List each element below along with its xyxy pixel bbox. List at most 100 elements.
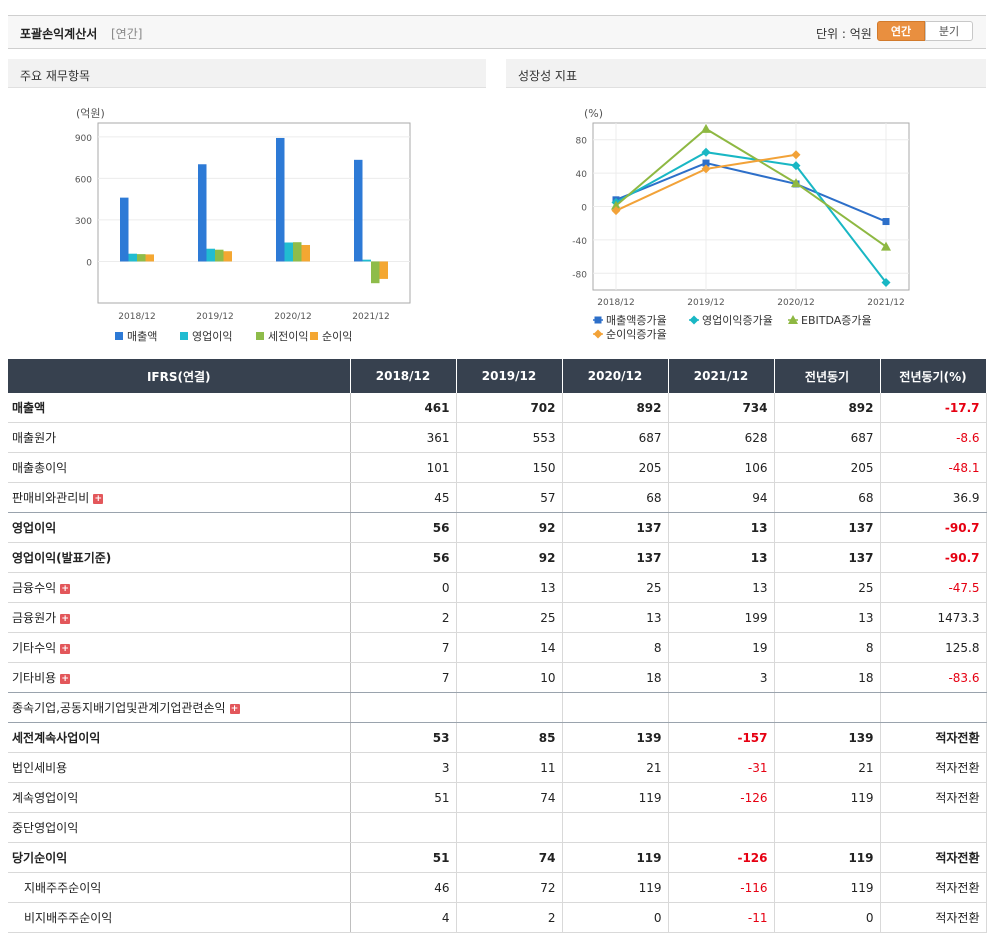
row-label: 기타수익 xyxy=(12,641,57,655)
expand-plus-icon[interactable]: + xyxy=(229,703,240,714)
line-series-EBITDA증가율 xyxy=(615,127,887,248)
expand-plus-icon[interactable]: + xyxy=(60,613,71,624)
line-marker-triangle xyxy=(791,178,801,188)
left-panel-title: 주요 재무항목 xyxy=(20,69,91,83)
row-label-cell: 영업이익 xyxy=(8,512,351,543)
value-cell: 85 xyxy=(456,722,563,753)
row-label-cell: 기타수익 + xyxy=(8,632,351,663)
value-cell: 45 xyxy=(350,482,457,513)
value-cell: 137 xyxy=(562,542,669,573)
value-cell: -8.6 xyxy=(880,422,987,453)
value-cell: 74 xyxy=(456,842,563,873)
bar-chart-plot-area xyxy=(97,122,411,304)
row-label-cell: 세전계속사업이익 xyxy=(8,722,351,753)
value-cell: 1473.3 xyxy=(880,602,987,633)
table-row: 기타비용 +7 10 18 3 18 -83.6 xyxy=(8,662,987,693)
bar-세전이익 xyxy=(137,254,146,262)
value-cell: 461 xyxy=(350,393,457,423)
expand-plus-icon[interactable]: + xyxy=(60,673,71,684)
legend-swatch xyxy=(256,332,264,340)
value-cell: 125.8 xyxy=(880,632,987,663)
value-cell xyxy=(350,812,457,843)
line-chart-y-tick: 0 xyxy=(581,204,587,214)
row-label: 매출액 xyxy=(12,401,46,415)
value-cell: 119 xyxy=(562,872,669,903)
line-marker-triangle xyxy=(881,241,891,251)
header-ifrs: IFRS(연결) xyxy=(8,359,351,393)
bar-영업이익 xyxy=(284,242,293,262)
value-cell: 139 xyxy=(562,722,669,753)
left-panel-header: 주요 재무항목 xyxy=(8,59,486,88)
line-chart-x-tick: 2021/12 xyxy=(867,298,904,308)
value-cell: 2 xyxy=(350,602,457,633)
value-cell: 199 xyxy=(668,602,775,633)
value-cell: -116 xyxy=(668,872,775,903)
value-cell: 51 xyxy=(350,842,457,873)
quarter-toggle-button[interactable]: 분기 xyxy=(925,21,973,41)
value-cell: 적자전환 xyxy=(880,722,987,753)
line-marker-square xyxy=(594,316,602,324)
row-label: 지배주주순이익 xyxy=(24,881,102,895)
value-cell: 53 xyxy=(350,722,457,753)
expand-plus-icon[interactable]: + xyxy=(93,493,104,504)
value-cell: -48.1 xyxy=(880,452,987,483)
value-cell: 68 xyxy=(774,482,881,513)
value-cell: 92 xyxy=(456,512,563,543)
value-cell xyxy=(456,812,563,843)
row-label: 영업이익 xyxy=(12,521,57,535)
statement-title: 포괄손익계산서 xyxy=(20,27,98,41)
legend-label: 순이익 xyxy=(322,330,352,343)
bar-순이익 xyxy=(301,244,310,262)
value-cell: 628 xyxy=(668,422,775,453)
value-cell: 18 xyxy=(774,662,881,693)
value-cell: 734 xyxy=(668,393,775,423)
value-cell: 8 xyxy=(774,632,881,663)
table-row: 금융원가 +2 25 13 199 13 1473.3 xyxy=(8,602,987,633)
header-column: 2019/12 xyxy=(456,359,563,393)
line-marker-triangle xyxy=(611,200,621,210)
bar-세전이익 xyxy=(215,249,224,262)
value-cell: 19 xyxy=(668,632,775,663)
table-row: 법인세비용 3 11 21 -31 21 적자전환 xyxy=(8,752,987,783)
statement-header: 포괄손익계산서 [연간] 단위 : 억원 연간 분기 xyxy=(8,15,986,49)
row-label-cell: 중단영업이익 xyxy=(8,812,351,843)
row-label: 비지배주주순이익 xyxy=(24,911,113,925)
line-chart-y-tick: 40 xyxy=(576,170,588,180)
row-label: 세전계속사업이익 xyxy=(12,731,101,745)
row-label-cell: 기타비용 + xyxy=(8,662,351,693)
expand-plus-icon[interactable]: + xyxy=(60,643,71,654)
annual-toggle-button[interactable]: 연간 xyxy=(877,21,925,41)
table-row: 세전계속사업이익 53 85 139 -157 139 적자전환 xyxy=(8,722,987,753)
value-cell: -90.7 xyxy=(880,512,987,543)
row-label: 법인세비용 xyxy=(12,761,68,775)
right-panel-title: 성장성 지표 xyxy=(518,69,578,83)
value-cell: 21 xyxy=(562,752,669,783)
value-cell: 361 xyxy=(350,422,457,453)
value-cell: -31 xyxy=(668,752,775,783)
legend-label: 세전이익 xyxy=(268,330,308,343)
value-cell: 101 xyxy=(350,452,457,483)
line-marker-diamond xyxy=(701,164,711,174)
value-cell: 46 xyxy=(350,872,457,903)
table-row: 종속기업,공동지배기업및관계기업관련손익 + xyxy=(8,692,987,723)
header-column: 2018/12 xyxy=(350,359,457,393)
value-cell: -47.5 xyxy=(880,572,987,603)
growth-indicator-line-chart: (%) 80 40 0 -40 -80 2018/12 2019/12 2020/12 2021/… xyxy=(572,107,910,341)
row-label-cell: 매출원가 xyxy=(8,422,351,453)
row-label-cell: 비지배주주순이익 xyxy=(8,902,351,933)
bar-순이익 xyxy=(223,251,232,262)
value-cell: 2 xyxy=(456,902,563,933)
bar-매출액 xyxy=(276,137,285,262)
value-cell: 139 xyxy=(774,722,881,753)
value-cell: 25 xyxy=(456,602,563,633)
value-cell: 119 xyxy=(562,842,669,873)
value-cell: 13 xyxy=(774,602,881,633)
value-cell: 18 xyxy=(562,662,669,693)
row-label: 매출총이익 xyxy=(12,461,68,475)
expand-plus-icon[interactable]: + xyxy=(60,583,71,594)
value-cell: 205 xyxy=(774,452,881,483)
value-cell: 74 xyxy=(456,782,563,813)
row-label: 매출원가 xyxy=(12,431,57,445)
value-cell: 13 xyxy=(668,572,775,603)
bar-매출액 xyxy=(120,197,129,262)
